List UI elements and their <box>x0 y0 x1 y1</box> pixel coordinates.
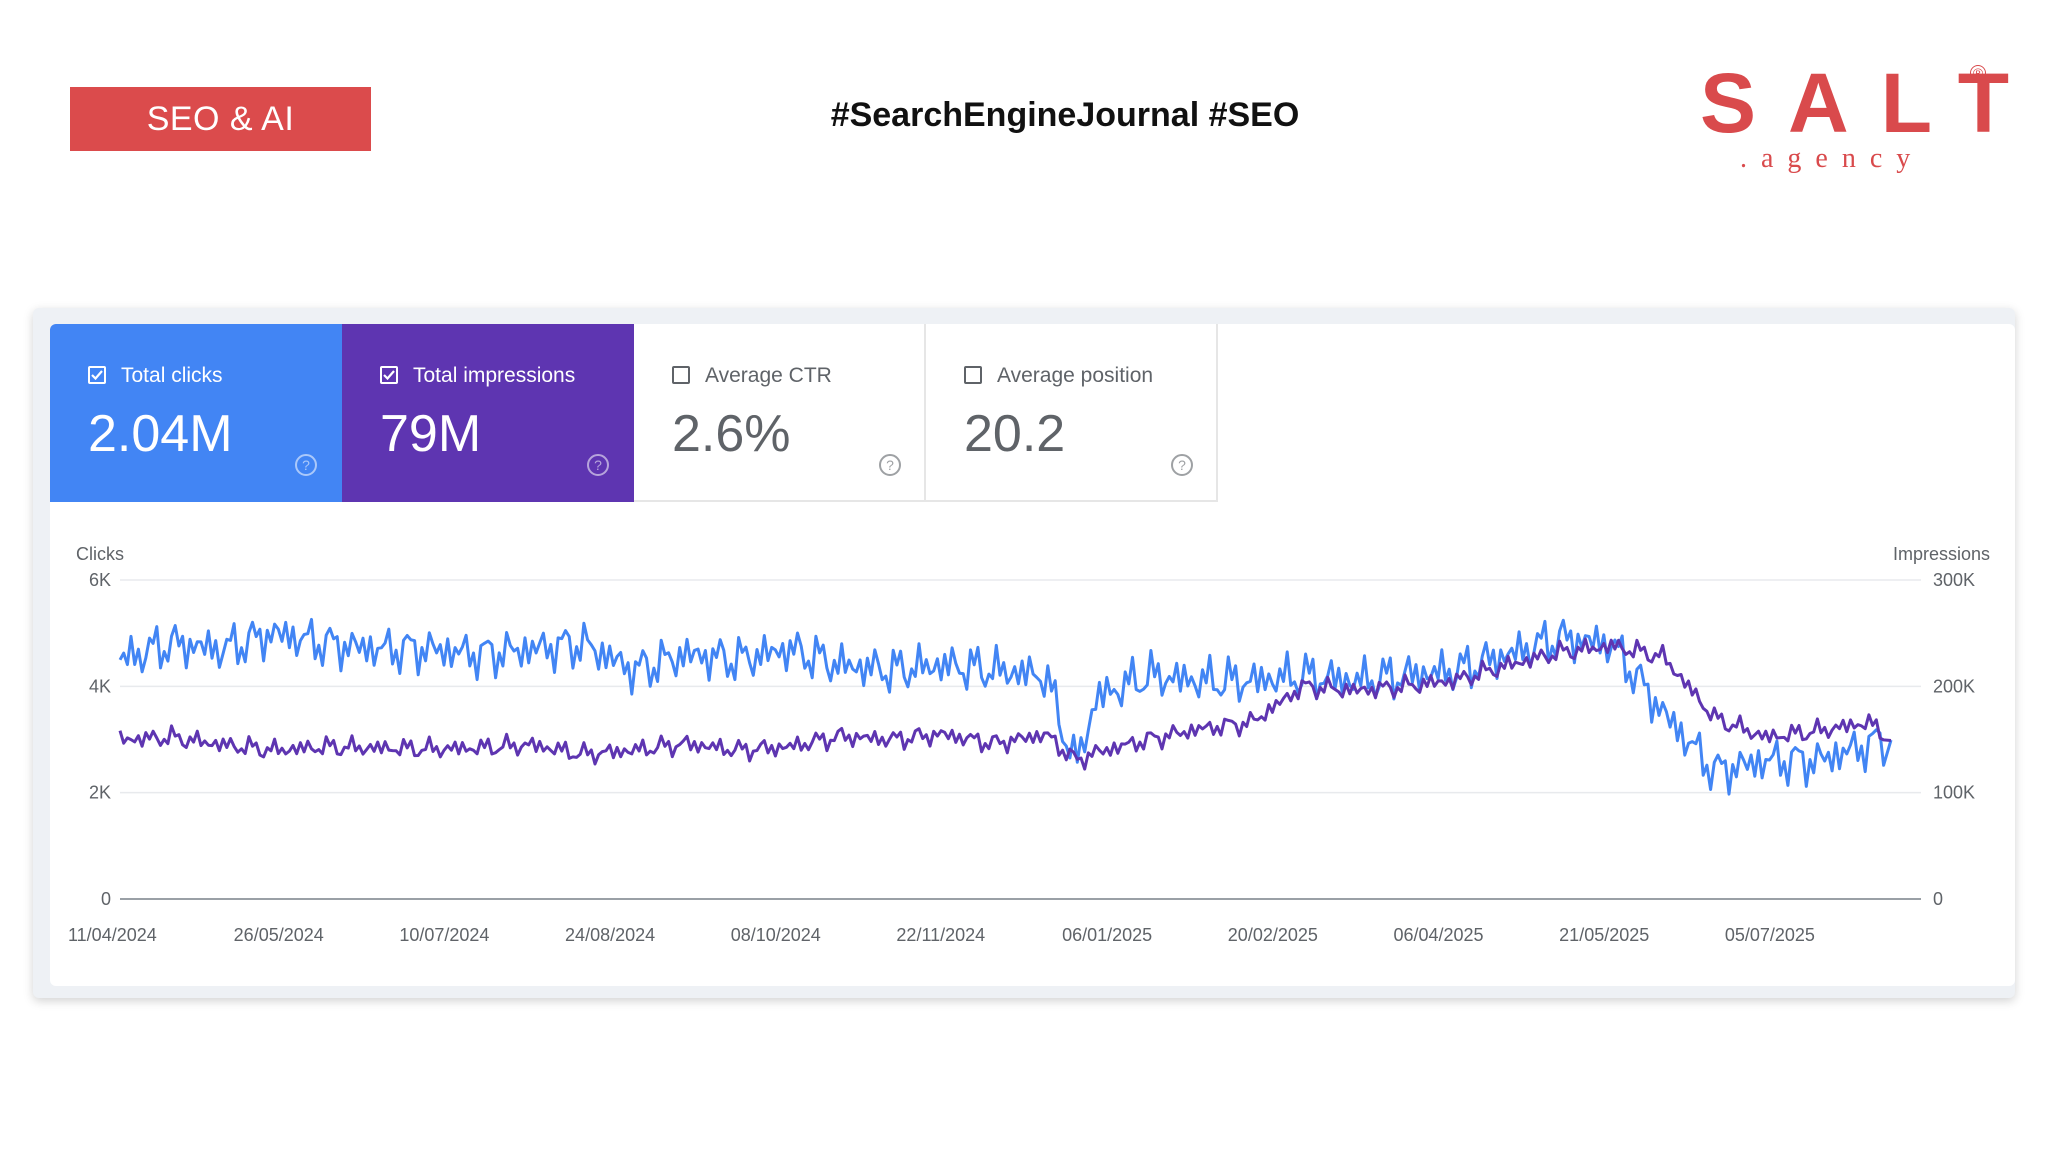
tag-banner: SEO & AI <box>70 87 371 151</box>
performance-report-card: Total clicks 2.04M ? Total impressions 7… <box>50 324 2015 986</box>
y-right-tick-label: 100K <box>1933 783 1975 803</box>
y-axis-left-title: Clicks <box>76 544 124 564</box>
metric-total-clicks[interactable]: Total clicks 2.04M ? <box>50 324 342 502</box>
metric-value: 2.6% <box>672 405 791 463</box>
y-right-tick-label: 0 <box>1933 889 1943 909</box>
y-right-tick-label: 300K <box>1933 570 1975 590</box>
checkbox-unchecked-icon[interactable] <box>964 366 982 384</box>
x-tick-label: 26/05/2024 <box>234 925 324 945</box>
tag-banner-label: SEO & AI <box>146 99 295 138</box>
x-tick-label: 06/04/2025 <box>1393 925 1483 945</box>
x-tick-label: 11/04/2024 <box>68 925 157 945</box>
metric-value: 79M <box>380 405 482 463</box>
series-line-impressions <box>118 637 1892 771</box>
checkbox-unchecked-icon[interactable] <box>672 366 690 384</box>
checkbox-checked-icon[interactable] <box>88 366 106 384</box>
hashtags-title: #SearchEngineJournal #SEO <box>830 96 1300 134</box>
y-left-tick-label: 4K <box>89 676 111 696</box>
help-icon[interactable]: ? <box>879 454 901 476</box>
metric-label: Total impressions <box>413 364 576 387</box>
x-tick-label: 24/08/2024 <box>565 925 655 945</box>
series-line-clicks <box>118 617 1893 796</box>
metric-total-impressions[interactable]: Total impressions 79M ? <box>342 324 634 502</box>
metric-value: 2.04M <box>88 405 233 463</box>
metric-label: Average position <box>997 364 1154 387</box>
metric-label: Average CTR <box>705 364 832 387</box>
metric-average-position[interactable]: Average position 20.2 ? <box>926 324 1218 502</box>
registered-icon: ® <box>1970 65 1986 81</box>
x-tick-label: 10/07/2024 <box>399 925 489 945</box>
x-tick-label: 08/10/2024 <box>731 925 821 945</box>
y-axis-right-title: Impressions <box>1893 544 1990 564</box>
help-icon[interactable]: ? <box>295 454 317 476</box>
x-tick-label: 21/05/2025 <box>1559 925 1649 945</box>
salt-agency-logo: SALT ® .agency <box>1700 55 2009 185</box>
metric-value: 20.2 <box>964 405 1066 463</box>
y-left-tick-label: 6K <box>89 570 111 590</box>
y-left-tick-label: 0 <box>101 889 111 909</box>
x-tick-label: 20/02/2025 <box>1228 925 1318 945</box>
logo-word: SALT <box>1700 56 2042 150</box>
logo-subtitle: .agency <box>1740 143 1925 174</box>
y-right-tick-label: 200K <box>1933 676 1975 696</box>
x-tick-label: 22/11/2024 <box>896 925 985 945</box>
x-tick-label: 05/07/2025 <box>1725 925 1815 945</box>
x-tick-label: 06/01/2025 <box>1062 925 1152 945</box>
help-icon[interactable]: ? <box>1171 454 1193 476</box>
metric-average-ctr[interactable]: Average CTR 2.6% ? <box>634 324 926 502</box>
y-left-tick-label: 2K <box>89 783 111 803</box>
metric-label: Total clicks <box>121 364 223 387</box>
checkbox-checked-icon[interactable] <box>380 366 398 384</box>
help-icon[interactable]: ? <box>587 454 609 476</box>
performance-line-chart: Clicks Impressions 0 2K 4K 6K 0 100K 200K 300K 11/… <box>68 544 1990 945</box>
